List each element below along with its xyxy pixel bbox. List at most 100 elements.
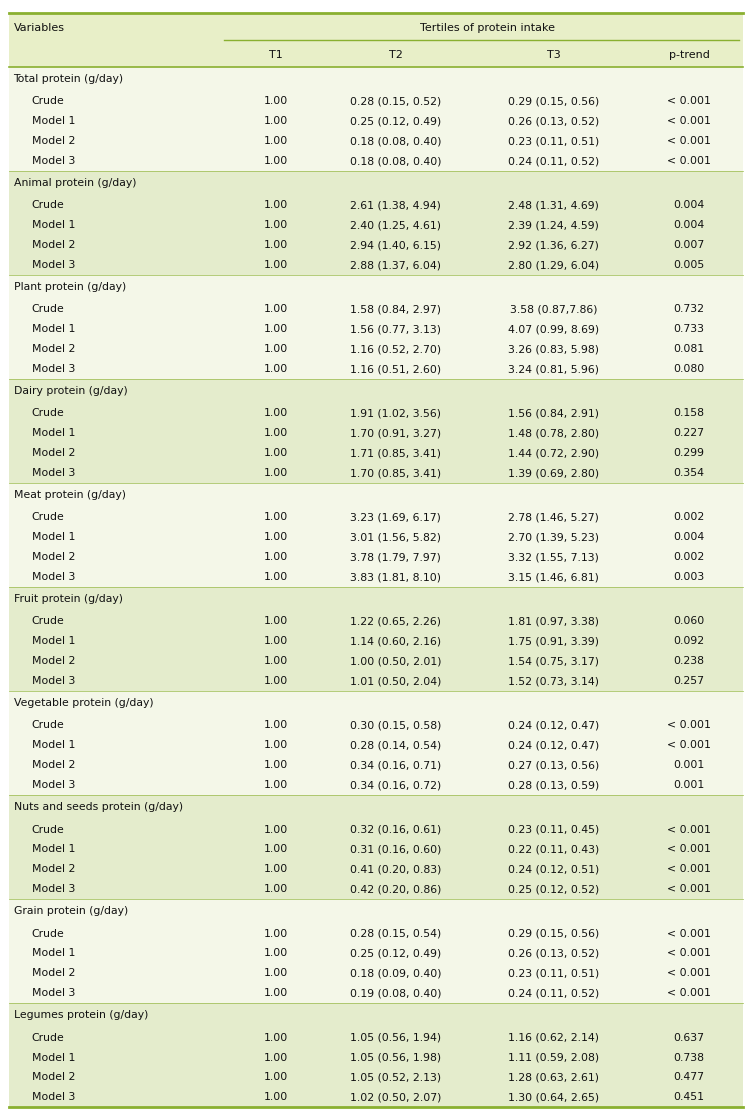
Bar — [9, 1087, 743, 1107]
Text: 0.29 (0.15, 0.56): 0.29 (0.15, 0.56) — [508, 928, 599, 938]
Text: 1.05 (0.52, 2.13): 1.05 (0.52, 2.13) — [350, 1073, 441, 1083]
Text: 1.58 (0.84, 2.97): 1.58 (0.84, 2.97) — [350, 304, 441, 314]
Bar — [9, 839, 743, 859]
Text: 0.28 (0.13, 0.59): 0.28 (0.13, 0.59) — [508, 780, 599, 790]
Text: Model 1: Model 1 — [32, 740, 75, 750]
Text: 1.54 (0.75, 3.17): 1.54 (0.75, 3.17) — [508, 657, 599, 667]
Text: < 0.001: < 0.001 — [667, 156, 711, 166]
Text: < 0.001: < 0.001 — [667, 825, 711, 835]
Text: 0.25 (0.12, 0.52): 0.25 (0.12, 0.52) — [508, 885, 599, 895]
Text: 2.70 (1.39, 5.23): 2.70 (1.39, 5.23) — [508, 532, 599, 542]
Text: 1.14 (0.60, 2.16): 1.14 (0.60, 2.16) — [350, 637, 441, 647]
Text: Crude: Crude — [32, 408, 65, 418]
Text: 1.81 (0.97, 3.38): 1.81 (0.97, 3.38) — [508, 617, 599, 627]
Text: 1.00: 1.00 — [263, 617, 288, 627]
Text: 0.18 (0.08, 0.40): 0.18 (0.08, 0.40) — [350, 156, 441, 166]
Text: 1.22 (0.65, 2.26): 1.22 (0.65, 2.26) — [350, 617, 441, 627]
Text: 0.002: 0.002 — [674, 512, 705, 522]
Bar — [9, 1067, 743, 1087]
Text: 3.83 (1.81, 8.10): 3.83 (1.81, 8.10) — [350, 572, 441, 582]
Text: 1.00: 1.00 — [263, 200, 288, 210]
Text: 1.16 (0.62, 2.14): 1.16 (0.62, 2.14) — [508, 1033, 599, 1043]
Bar — [9, 651, 743, 671]
Text: 1.00: 1.00 — [263, 760, 288, 770]
Text: 0.31 (0.16, 0.60): 0.31 (0.16, 0.60) — [350, 845, 441, 855]
Bar — [9, 380, 743, 403]
Text: Model 2: Model 2 — [32, 136, 75, 146]
Text: 1.52 (0.73, 3.14): 1.52 (0.73, 3.14) — [508, 677, 599, 687]
Text: Nuts and seeds protein (g/day): Nuts and seeds protein (g/day) — [14, 802, 183, 812]
Text: 0.24 (0.11, 0.52): 0.24 (0.11, 0.52) — [508, 156, 599, 166]
Text: Model 3: Model 3 — [32, 677, 75, 687]
Bar — [9, 91, 743, 111]
Text: 0.733: 0.733 — [674, 324, 705, 334]
Text: Model 2: Model 2 — [32, 449, 75, 459]
Text: Model 3: Model 3 — [32, 469, 75, 479]
Bar — [9, 131, 743, 151]
Text: 2.78 (1.46, 5.27): 2.78 (1.46, 5.27) — [508, 512, 599, 522]
Text: 0.22 (0.11, 0.43): 0.22 (0.11, 0.43) — [508, 845, 599, 855]
Text: 1.16 (0.51, 2.60): 1.16 (0.51, 2.60) — [350, 364, 441, 374]
Bar — [9, 736, 743, 756]
Text: < 0.001: < 0.001 — [667, 885, 711, 895]
Text: 1.00: 1.00 — [263, 677, 288, 687]
Text: 1.00: 1.00 — [263, 825, 288, 835]
Text: 0.005: 0.005 — [674, 260, 705, 270]
Text: T3: T3 — [547, 50, 561, 60]
Text: Crude: Crude — [32, 97, 65, 107]
Text: Model 1: Model 1 — [32, 637, 75, 647]
Text: 0.001: 0.001 — [674, 780, 705, 790]
Text: 1.00 (0.50, 2.01): 1.00 (0.50, 2.01) — [350, 657, 441, 667]
Bar — [9, 691, 743, 716]
Text: 1.00: 1.00 — [263, 324, 288, 334]
Bar — [9, 299, 743, 319]
Text: Crude: Crude — [32, 304, 65, 314]
Text: 0.227: 0.227 — [674, 429, 705, 439]
Text: 2.40 (1.25, 4.61): 2.40 (1.25, 4.61) — [350, 220, 441, 230]
Text: 1.75 (0.91, 3.39): 1.75 (0.91, 3.39) — [508, 637, 599, 647]
Text: 3.58 (0.87,7.86): 3.58 (0.87,7.86) — [510, 304, 598, 314]
Text: < 0.001: < 0.001 — [667, 720, 711, 730]
Text: 3.26 (0.83, 5.98): 3.26 (0.83, 5.98) — [508, 344, 599, 354]
Text: Grain protein (g/day): Grain protein (g/day) — [14, 906, 128, 916]
Text: 0.24 (0.12, 0.47): 0.24 (0.12, 0.47) — [508, 720, 599, 730]
Text: 1.00: 1.00 — [263, 1073, 288, 1083]
Text: 1.44 (0.72, 2.90): 1.44 (0.72, 2.90) — [508, 449, 599, 459]
Text: < 0.001: < 0.001 — [667, 740, 711, 750]
Text: Total protein (g/day): Total protein (g/day) — [14, 75, 123, 85]
Text: 1.00: 1.00 — [263, 865, 288, 875]
Bar — [9, 631, 743, 651]
Text: < 0.001: < 0.001 — [667, 928, 711, 938]
Text: 1.00: 1.00 — [263, 240, 288, 250]
Text: 1.00: 1.00 — [263, 740, 288, 750]
Text: 3.78 (1.79, 7.97): 3.78 (1.79, 7.97) — [350, 552, 441, 562]
Bar — [9, 235, 743, 255]
Text: Model 2: Model 2 — [32, 1073, 75, 1083]
Text: 0.081: 0.081 — [674, 344, 705, 354]
Bar — [9, 548, 743, 568]
Text: Model 2: Model 2 — [32, 865, 75, 875]
Bar — [9, 255, 743, 275]
Text: Model 2: Model 2 — [32, 344, 75, 354]
Bar — [9, 716, 743, 736]
Text: 0.060: 0.060 — [674, 617, 705, 627]
Text: Model 3: Model 3 — [32, 260, 75, 270]
Text: 0.34 (0.16, 0.72): 0.34 (0.16, 0.72) — [350, 780, 441, 790]
Text: 0.238: 0.238 — [674, 657, 705, 667]
Text: 2.48 (1.31, 4.69): 2.48 (1.31, 4.69) — [508, 200, 599, 210]
Text: 0.732: 0.732 — [674, 304, 705, 314]
Text: Legumes protein (g/day): Legumes protein (g/day) — [14, 1011, 148, 1021]
Text: < 0.001: < 0.001 — [667, 948, 711, 958]
Text: Model 2: Model 2 — [32, 240, 75, 250]
Text: 1.91 (1.02, 3.56): 1.91 (1.02, 3.56) — [350, 408, 441, 418]
Bar — [9, 819, 743, 839]
Text: Model 2: Model 2 — [32, 968, 75, 978]
Bar — [9, 483, 743, 508]
Text: 0.28 (0.15, 0.54): 0.28 (0.15, 0.54) — [350, 928, 441, 938]
Text: 1.30 (0.64, 2.65): 1.30 (0.64, 2.65) — [508, 1093, 599, 1103]
Text: 2.80 (1.29, 6.04): 2.80 (1.29, 6.04) — [508, 260, 599, 270]
Text: 1.00: 1.00 — [263, 512, 288, 522]
Text: 1.28 (0.63, 2.61): 1.28 (0.63, 2.61) — [508, 1073, 599, 1083]
Text: Crude: Crude — [32, 1033, 65, 1043]
Text: Model 3: Model 3 — [32, 780, 75, 790]
